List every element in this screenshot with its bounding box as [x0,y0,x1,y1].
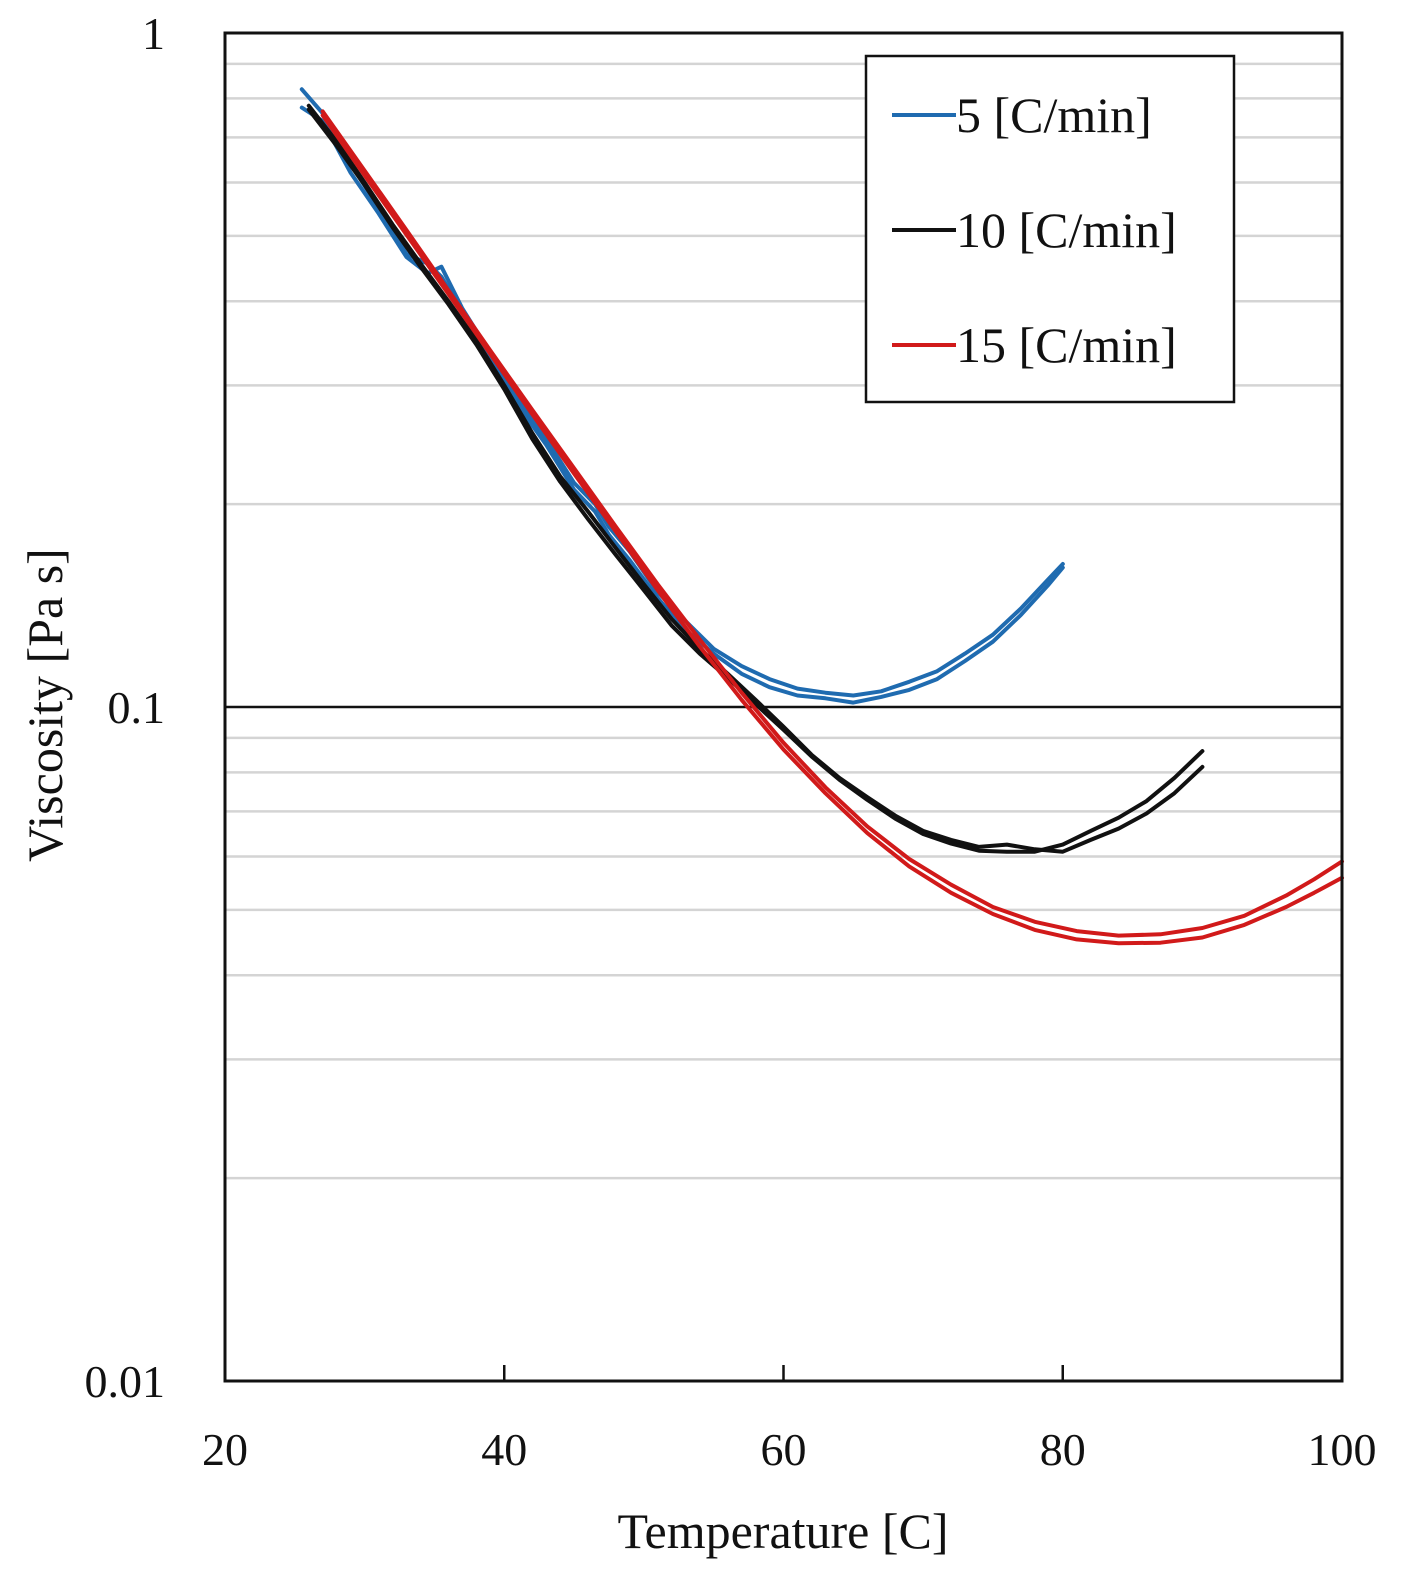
x-tick-label: 20 [202,1424,248,1475]
y-tick-label: 0.01 [85,1356,166,1407]
legend-label-10: 10 [C/min] [956,202,1177,258]
x-tick-label: 100 [1308,1424,1377,1475]
y-tick-label: 0.1 [108,682,166,733]
y-axis-title: Viscosity [Pa s] [17,548,73,862]
legend-label-15: 15 [C/min] [956,317,1177,373]
legend-label-5: 5 [C/min] [956,87,1152,143]
y-tick-label: 1 [142,8,165,59]
series-15-cmin [320,109,1344,946]
series-10-cmin [306,103,1205,854]
x-tick-label: 60 [761,1424,807,1475]
x-tick-label: 80 [1040,1424,1086,1475]
series-line [320,109,1344,938]
legend: 5 [C/min] 10 [C/min] 15 [C/min] [864,54,1236,404]
axis-ticks: 20 40 60 80 100 0.01 0.1 1 [85,8,1377,1475]
series-lines [299,87,1344,946]
series-line [320,113,1344,946]
x-axis-title: Temperature [C] [617,1503,948,1559]
series-line [306,107,1205,854]
x-tick-label: 40 [481,1424,527,1475]
